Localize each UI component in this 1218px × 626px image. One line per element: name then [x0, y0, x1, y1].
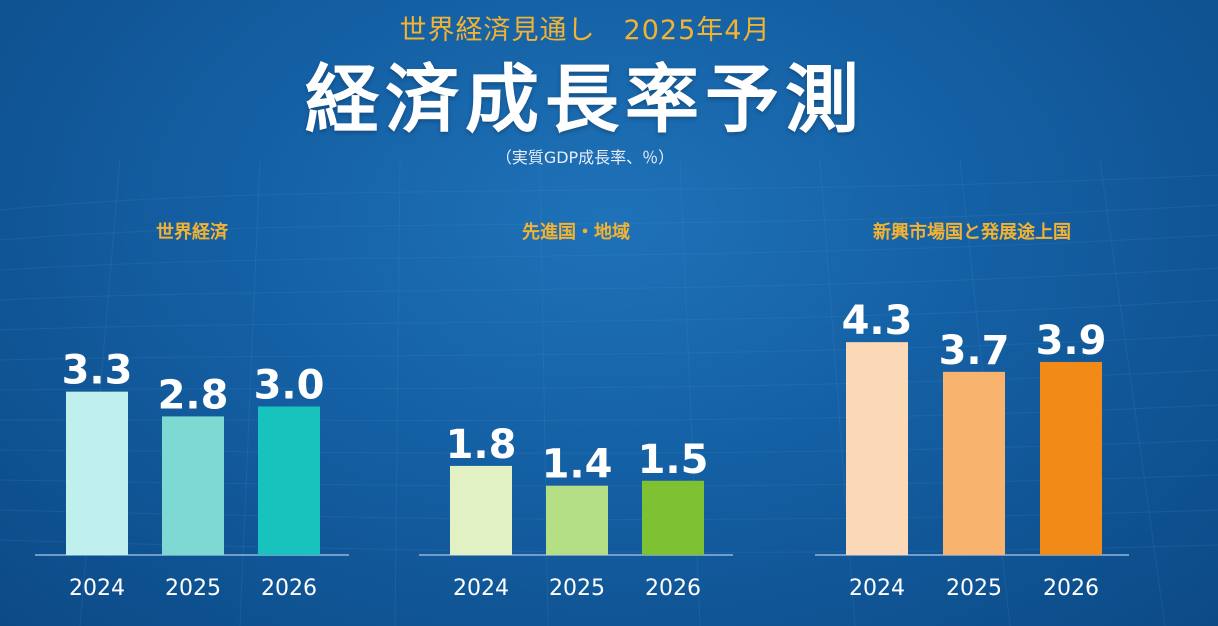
value-label: 4.3	[842, 298, 913, 344]
year-label: 2025	[946, 576, 1002, 601]
bar	[546, 485, 608, 555]
bar	[846, 342, 908, 555]
value-label: 1.8	[446, 422, 517, 468]
panel-title: 世界経済	[156, 221, 229, 243]
bar	[450, 465, 512, 555]
value-label: 3.9	[1036, 318, 1107, 364]
year-label: 2024	[453, 576, 509, 601]
bar	[66, 391, 128, 555]
year-label: 2025	[549, 576, 605, 601]
year-label: 2024	[849, 576, 905, 601]
value-label: 1.5	[638, 437, 709, 483]
bar	[943, 371, 1005, 555]
year-label: 2025	[165, 576, 221, 601]
value-label: 1.4	[542, 442, 613, 488]
unit-note: （実質GDP成長率、％）	[495, 148, 675, 167]
panel-title: 新興市場国と発展途上国	[873, 221, 1071, 243]
bar	[642, 480, 704, 555]
bar	[162, 416, 224, 555]
year-label: 2026	[645, 576, 701, 601]
value-label: 3.7	[939, 328, 1010, 374]
year-label: 2024	[69, 576, 125, 601]
year-label: 2026	[1043, 576, 1099, 601]
panel-title: 先進国・地域	[522, 221, 630, 243]
chart-subtitle: 世界経済見通し 2025年4月	[399, 15, 771, 46]
value-label: 3.0	[254, 363, 325, 409]
value-label: 2.8	[158, 372, 229, 418]
value-label: 3.3	[62, 348, 133, 394]
bar	[258, 406, 320, 555]
year-label: 2026	[261, 576, 317, 601]
chart-main-title: 経済成長率予測	[305, 57, 865, 143]
bar	[1040, 361, 1102, 555]
